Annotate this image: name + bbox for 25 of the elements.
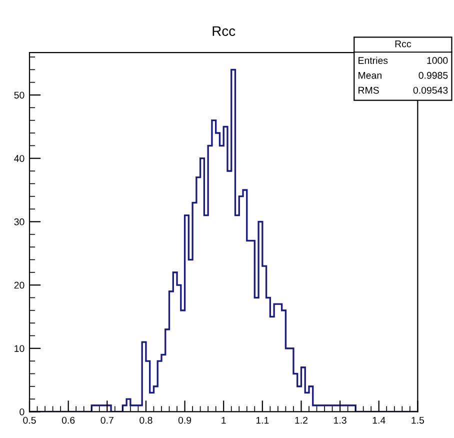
y-tick-label: 0 — [20, 408, 24, 416]
annotation: 0.09543 — [413, 86, 448, 94]
y-tick-label: 30 — [14, 218, 24, 226]
chart-title: Rcc — [212, 26, 236, 36]
annotation: Mean — [358, 72, 382, 79]
x-tick-label: 1 — [222, 416, 226, 424]
x-tick-label: 1.5 — [412, 416, 424, 424]
x-tick-label: 1.2 — [295, 416, 308, 424]
x-tick-label: 1.1 — [256, 416, 269, 424]
text: Rcc — [395, 40, 412, 48]
x-tick-label: 1.3 — [334, 416, 346, 424]
x-tick-label: 0.5 — [23, 416, 36, 424]
x-tick-label: 0.8 — [140, 416, 152, 424]
x-tick-label: 0.6 — [62, 416, 75, 424]
x-tick-label: 0.9 — [178, 416, 192, 424]
annotation: Entries — [358, 56, 388, 64]
text: 0.9985 — [418, 72, 448, 79]
y-tick-label: 50 — [14, 92, 24, 99]
y-tick-label: 40 — [14, 155, 24, 162]
y-tick-label: 10 — [14, 345, 24, 352]
y-tick-label: 20 — [14, 282, 24, 289]
annotation: RMS — [358, 86, 379, 94]
x-tick-label: 1.4 — [372, 416, 386, 424]
text: 1000 — [427, 57, 448, 64]
x-tick-label: 0.7 — [100, 416, 114, 424]
